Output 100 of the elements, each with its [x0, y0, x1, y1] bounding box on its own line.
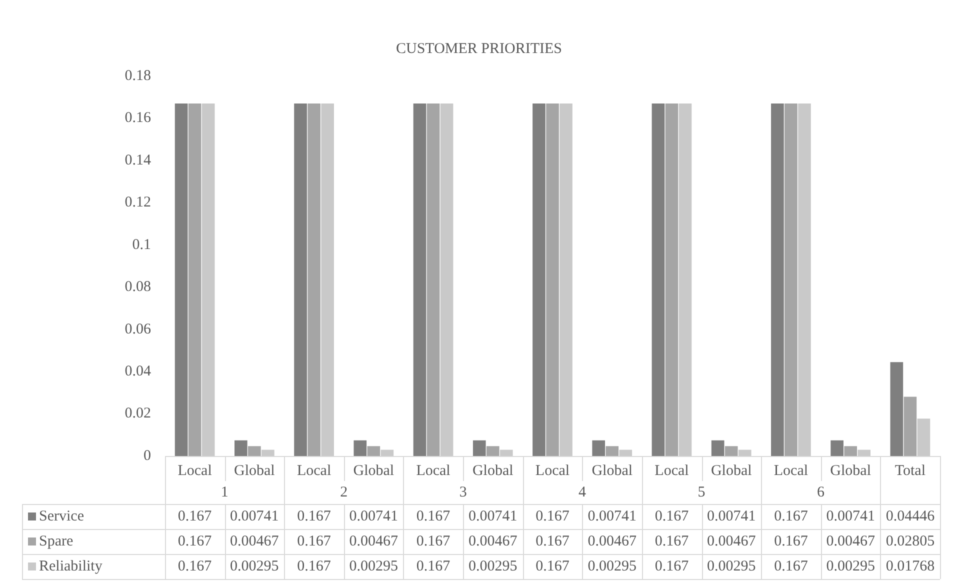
data-label: 0.00295 — [706, 558, 756, 574]
bar — [619, 450, 632, 456]
data-label: 0.00295 — [826, 558, 875, 574]
bar — [738, 450, 752, 456]
data-label: 0.167 — [178, 533, 212, 550]
bar — [532, 103, 546, 456]
bar — [202, 103, 215, 456]
bar — [440, 103, 454, 456]
bar — [858, 450, 871, 456]
data-label: 0.167 — [774, 508, 808, 524]
bar — [174, 103, 188, 456]
data-label: 0.00467 — [230, 533, 280, 550]
y-tick-label: 0.12 — [124, 194, 151, 211]
bar — [784, 103, 798, 456]
text: 6 — [817, 484, 826, 500]
x-tick-label: Global — [234, 462, 275, 479]
data-label: 0.167 — [297, 508, 332, 524]
legend-label: Reliability — [39, 558, 103, 574]
data-label: 0.167 — [178, 508, 212, 524]
x-tick-label: Total — [894, 462, 926, 479]
bar — [830, 440, 844, 456]
x-tick-label: Global — [830, 462, 871, 479]
bar — [188, 103, 202, 456]
data-label: 0.00295 — [230, 558, 279, 574]
y-tick-label: 0.18 — [124, 68, 151, 84]
y-tick-label: 0.06 — [124, 321, 152, 338]
text: 2 — [340, 484, 348, 500]
data-label: 0.167 — [416, 533, 451, 550]
x-tick-label: Local — [296, 462, 332, 479]
data-label: 0.00295 — [468, 558, 518, 574]
y-tick-label: 0.02 — [124, 406, 151, 422]
data-label: 0.00295 — [349, 558, 398, 574]
text: 5 — [698, 484, 706, 500]
bar — [367, 446, 380, 456]
bar — [606, 446, 619, 456]
bar — [652, 103, 665, 456]
y-tick-label: 0.16 — [124, 110, 152, 126]
x-tick-label: Global — [472, 462, 514, 479]
data-label: 0.01768 — [886, 558, 935, 574]
bar — [890, 362, 904, 456]
y-tick-label: 0.14 — [124, 152, 152, 168]
bar — [380, 450, 394, 456]
bar — [321, 103, 334, 456]
x-tick-label: Local — [774, 462, 808, 479]
text: 3 — [459, 484, 467, 500]
bar — [592, 440, 606, 456]
y-tick-label: 0.04 — [124, 363, 152, 380]
data-label: 0.167 — [654, 558, 690, 574]
y-tick-label: 0.1 — [132, 236, 151, 253]
bar — [354, 440, 367, 456]
x-tick-label: Global — [710, 462, 752, 479]
data-label: 0.00741 — [349, 508, 398, 524]
bar — [294, 103, 307, 456]
data-label: 0.00467 — [468, 533, 518, 550]
bar — [486, 446, 500, 456]
bar — [426, 103, 440, 456]
bar — [678, 103, 692, 456]
data-label: 0.00295 — [588, 558, 636, 574]
data-label: 0.00467 — [706, 533, 756, 550]
bar — [724, 446, 738, 456]
legend-label: Service — [39, 508, 84, 524]
data-label: 0.167 — [297, 533, 332, 550]
bar — [771, 103, 784, 456]
bar — [248, 446, 261, 456]
bar — [500, 450, 513, 456]
x-tick-label: Local — [535, 462, 570, 479]
data-label: 0.00741 — [706, 508, 756, 524]
data-label: 0.00467 — [826, 533, 876, 550]
data-label: 0.00741 — [588, 508, 636, 524]
data-label: 0.167 — [774, 558, 808, 574]
y-tick-label: 0 — [144, 448, 151, 464]
data-label: 0.02805 — [886, 533, 935, 550]
chart-title: CUSTOMER PRIORITIES — [396, 40, 562, 57]
text: 4 — [578, 484, 587, 500]
data-label: 0.167 — [536, 508, 570, 524]
bar — [844, 446, 857, 456]
x-tick-label: Global — [592, 462, 633, 479]
x-tick-label: Local — [654, 462, 689, 479]
data-label: 0.00467 — [349, 533, 399, 550]
data-label: 0.167 — [416, 508, 451, 524]
text: 1 — [220, 484, 228, 500]
bar — [665, 103, 678, 456]
bar — [262, 450, 274, 456]
x-tick-label: Local — [416, 462, 450, 479]
bar — [917, 418, 930, 456]
x-tick-label: Local — [178, 462, 212, 479]
data-label: 0.167 — [416, 558, 451, 574]
data-label: 0.04446 — [886, 508, 936, 524]
data-label: 0.167 — [654, 533, 690, 550]
data-label: 0.167 — [178, 558, 212, 574]
bar — [546, 103, 559, 456]
data-label: 0.167 — [536, 558, 570, 574]
data-label: 0.00741 — [826, 508, 875, 524]
x-tick-label: Global — [353, 462, 394, 479]
bar — [472, 440, 486, 456]
data-label: 0.00467 — [588, 533, 637, 550]
legend-label: Spare — [39, 533, 74, 550]
data-label: 0.167 — [297, 558, 332, 574]
bar — [904, 396, 917, 456]
bar — [560, 103, 572, 456]
